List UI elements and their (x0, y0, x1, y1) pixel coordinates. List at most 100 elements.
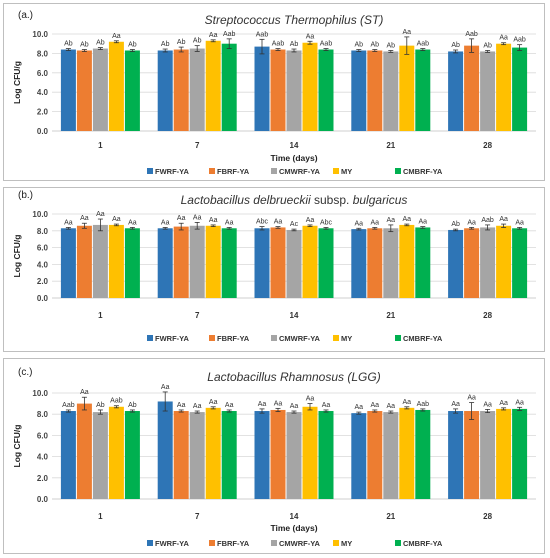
panel-label: (b.) (18, 190, 33, 201)
bar (464, 228, 480, 298)
y-tick-label: 6.0 (37, 431, 49, 440)
bar (270, 49, 286, 131)
x-tick-label: 21 (386, 512, 395, 521)
significance-label: Aa (193, 214, 202, 221)
bar (286, 50, 302, 131)
bar (60, 228, 76, 298)
significance-label: Ab (64, 41, 73, 48)
bar (415, 49, 431, 131)
bar (157, 50, 173, 131)
legend-label: CMWRF-YA (279, 334, 321, 343)
bar (60, 411, 76, 499)
y-tick-label: 10.0 (32, 210, 48, 219)
chart-panel-bulgaricus: (b.) Lactobacillus delbrueckii subsp. bul… (3, 187, 545, 352)
bar (221, 411, 237, 499)
bar (448, 411, 464, 499)
y-axis-label: Log CFU/g (12, 61, 22, 104)
significance-label: Aab (320, 41, 333, 48)
bar (512, 228, 528, 298)
significance-label: Abc (320, 219, 333, 226)
chart-title: Lactobacillus delbrueckii subsp. bulgari… (181, 193, 408, 207)
y-tick-label: 2.0 (37, 277, 49, 286)
legend-label: CMBRF-YA (403, 334, 443, 343)
legend-label: CMBRF-YA (403, 167, 443, 176)
significance-label: Aa (274, 219, 283, 226)
significance-label: Aa (225, 402, 234, 409)
y-tick-label: 10.0 (32, 389, 48, 398)
bar (173, 411, 189, 499)
bar (286, 229, 302, 298)
legend-swatch (147, 335, 153, 341)
bar (383, 51, 399, 131)
bar (270, 227, 286, 298)
bar (383, 412, 399, 499)
legend-label: FBRF-YA (217, 539, 250, 548)
significance-label: Aa (112, 33, 121, 40)
significance-label: Aa (225, 219, 234, 226)
significance-label: Aa (403, 29, 412, 36)
significance-label: Aa (467, 395, 476, 402)
bar (108, 224, 124, 298)
x-tick-label: 28 (483, 512, 492, 521)
y-tick-label: 0.0 (37, 495, 49, 504)
bar (205, 225, 221, 298)
legend-label: CMWRF-YA (279, 167, 321, 176)
significance-label: Ab (128, 42, 137, 49)
bar (318, 411, 334, 499)
significance-label: Aa (209, 32, 218, 39)
bar (60, 49, 76, 131)
bar (351, 229, 367, 298)
bar (351, 413, 367, 499)
y-axis-label: Log CFU/g (12, 425, 22, 468)
y-tick-label: 6.0 (37, 69, 49, 78)
x-tick-label: 28 (483, 141, 492, 150)
significance-label: Ab (355, 42, 364, 49)
y-tick-label: 2.0 (37, 474, 49, 483)
bar (173, 49, 189, 131)
bar (76, 225, 92, 298)
significance-label: Ab (161, 41, 170, 48)
significance-label: Aa (128, 219, 137, 226)
significance-label: Aa (64, 219, 73, 226)
bar (254, 411, 270, 499)
significance-label: Aab (62, 402, 75, 409)
chart-panel-st: (a.) Streptococcus Thermophilus (ST) 0.0 2.… (3, 3, 545, 181)
significance-label: Aa (499, 216, 508, 223)
x-tick-label: 7 (195, 311, 200, 320)
x-tick-label: 1 (98, 141, 103, 150)
bar (124, 411, 140, 499)
significance-label: Aa (387, 403, 396, 410)
bar (318, 49, 334, 131)
significance-label: Ab (451, 221, 460, 228)
significance-label: Aa (451, 401, 460, 408)
bar (286, 412, 302, 499)
legend-swatch (209, 335, 215, 341)
significance-label: Aa (193, 403, 202, 410)
legend-swatch (209, 540, 215, 546)
chart-panel-lgg: (c.) Lactobacillus Rhamnosus (LGG) 0.0 2.0 4… (3, 358, 545, 554)
significance-label: Ab (193, 38, 202, 45)
y-tick-label: 4.0 (37, 453, 49, 462)
bar (92, 224, 108, 298)
significance-label: Aa (96, 211, 105, 218)
bar (76, 50, 92, 131)
significance-label: Aa (209, 217, 218, 224)
chart-title-part: Lactobacillus delbrueckii (181, 193, 311, 207)
significance-label: Ab (387, 42, 396, 49)
significance-label: Aa (467, 219, 476, 226)
chart-title-part: subsp. (311, 193, 353, 207)
legend-swatch (271, 335, 277, 341)
bar (108, 406, 124, 499)
significance-label: Aa (290, 403, 299, 410)
bar (367, 228, 383, 298)
bar (302, 406, 318, 499)
significance-label: Aa (403, 216, 412, 223)
legend-label: FWRF-YA (155, 167, 189, 176)
significance-label: Aa (80, 389, 89, 396)
bar (480, 51, 496, 131)
legend-swatch (147, 168, 153, 174)
bar (173, 226, 189, 298)
y-tick-label: 2.0 (37, 108, 49, 117)
bar (189, 48, 205, 131)
legend-swatch (209, 168, 215, 174)
